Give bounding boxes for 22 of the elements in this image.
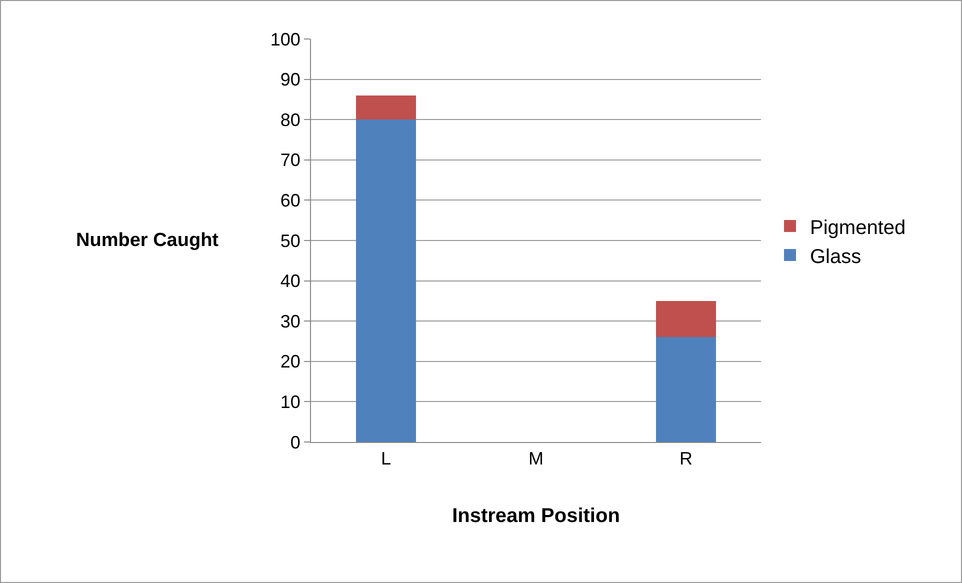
y-tick-label: 60: [280, 190, 300, 210]
bar: [356, 120, 416, 442]
legend-label: Pigmented: [810, 216, 906, 239]
x-tick-label: M: [528, 448, 544, 469]
bar: [356, 95, 416, 120]
x-tick-label: L: [380, 448, 392, 469]
x-tick-label: R: [680, 448, 692, 469]
y-tick-label: 50: [280, 230, 300, 251]
y-tick-label: 30: [280, 311, 300, 332]
y-axis-title: Number Caught: [76, 230, 220, 251]
y-tick-label: 70: [280, 150, 300, 170]
bar: [656, 300, 716, 338]
y-tick-label: 20: [280, 352, 300, 372]
y-tick-label: 100: [270, 29, 300, 50]
y-tick-label: 0: [290, 432, 300, 452]
bar: [656, 337, 716, 442]
x-axis-title: Instream Position: [452, 505, 620, 528]
y-tick-label: 90: [280, 70, 300, 90]
y-tick-label: 40: [280, 271, 300, 292]
y-tick-label: 80: [280, 110, 300, 130]
y-tick-label: 10: [280, 392, 300, 412]
legend-label: Glass: [810, 246, 862, 268]
